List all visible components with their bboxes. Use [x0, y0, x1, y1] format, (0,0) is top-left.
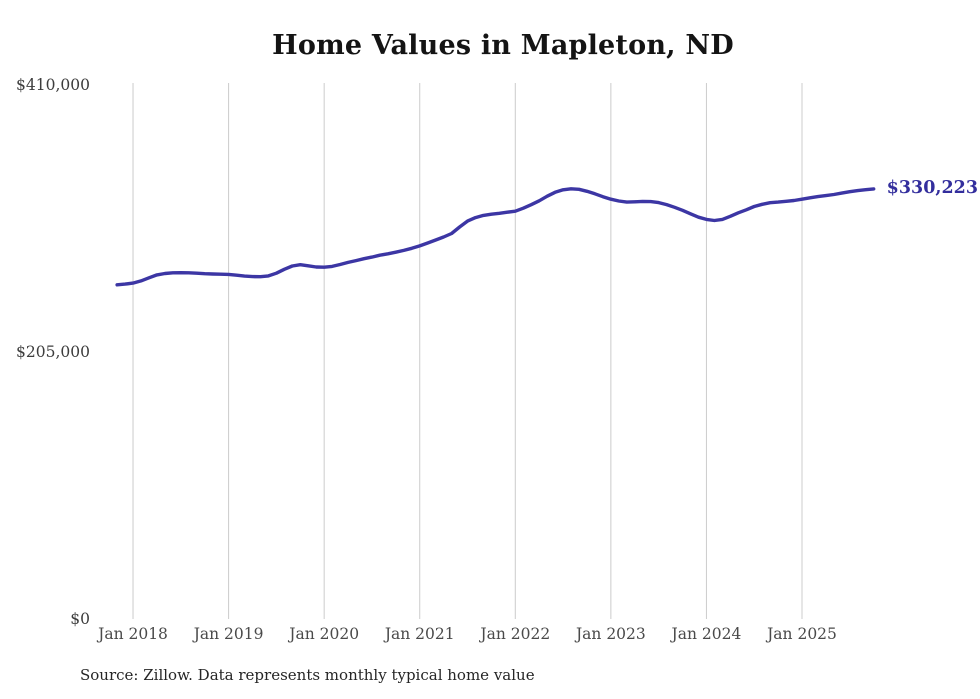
y-tick-label-410000: $410,000: [16, 75, 90, 94]
vertical-gridlines: [132, 83, 803, 619]
home-value-series-line: [115, 187, 876, 287]
source-note: Source: Zillow. Data represents monthly …: [80, 666, 535, 684]
y-tick-label-0: $0: [70, 609, 90, 628]
x-tick-label-jan-2018: Jan 2018: [98, 625, 168, 643]
x-tick-label-jan-2025: Jan 2025: [767, 625, 837, 643]
x-tick-label-jan-2024: Jan 2024: [671, 625, 742, 643]
current-value-label: $330,223: [886, 177, 978, 198]
x-tick-label-jan-2020: Jan 2020: [289, 625, 360, 643]
x-tick-label-jan-2023: Jan 2023: [575, 625, 646, 643]
chart-title: Home Values in Mapleton, ND: [272, 30, 734, 61]
y-tick-label-205000: $205,000: [16, 342, 90, 361]
x-tick-label-jan-2022: Jan 2022: [480, 625, 551, 643]
x-tick-label-jan-2019: Jan 2019: [193, 625, 264, 643]
x-tick-label-jan-2021: Jan 2021: [384, 625, 455, 643]
